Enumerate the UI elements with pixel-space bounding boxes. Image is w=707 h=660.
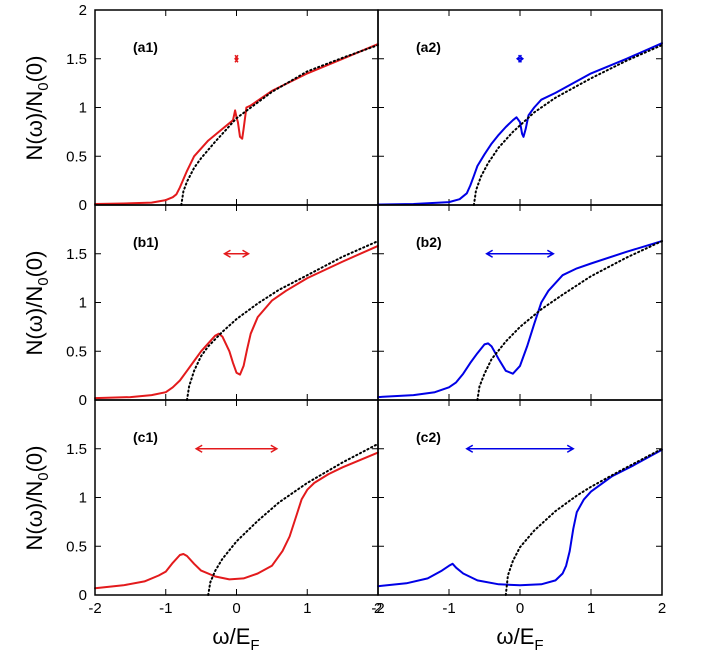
panel-label-c1: (c1) [133,429,158,445]
panel-frame-c2 [377,399,663,596]
panel-label-b2: (b2) [416,234,442,250]
gap-arrow-head-right-b1 [242,249,251,258]
gap-arrow-head-right-c2 [566,444,575,453]
y-tick-label-b1-0: 0 [79,392,87,409]
gap-arrow-head-right-c1 [270,444,279,453]
gap-arrow-head-left-c1 [194,444,203,453]
series-dotted-b1 [186,240,379,401]
series-solid-a1 [94,43,379,205]
gap-arrow-head-left-c2 [465,444,474,453]
x-axis-title-left: ω/EF [212,624,259,654]
series-solid-c1 [94,451,379,590]
series-dotted-a1 [180,44,379,206]
x-tick-label-c1-0: -2 [88,600,101,617]
y-tick-label-c1-3: 1.5 [66,441,87,458]
panel-c1: 0 0.5 1 1.5 -2 -1 0 1 2 (c1) [66,399,382,617]
panel-c2: -2 -1 0 1 2 (c2) [371,399,666,617]
gap-arrow-head-left-b1 [222,249,231,258]
panel-a2: (a2) [377,9,663,206]
y-tick-label-a1-1: 0.5 [66,148,87,165]
x-tick-label-c2-3: 1 [587,600,595,617]
y-tick-label-a1-4: 2 [79,2,87,19]
x-tick-label-c2-1: -1 [442,600,455,617]
y-tick-label-c1-2: 1 [79,490,87,507]
series-solid-c2 [377,448,663,588]
y-axis-title-row-b: N(ω)/N0(0) [22,251,52,356]
panel-label-c2: (c2) [416,429,441,445]
x-tick-label-c1-3: 1 [303,600,311,617]
gap-arrow-head-left-a1 [234,54,239,63]
panel-label-a1: (a1) [133,39,158,55]
gap-arrow-head-left-b2 [485,249,494,258]
y-axis-title-row-a: N(ω)/N0(0) [22,56,52,161]
series-solid-a2 [377,42,663,206]
x-tick-label-c2-4: 2 [658,600,666,617]
y-tick-label-c1-0: 0 [79,587,87,604]
panel-b1: 0 0.5 1 1.5 (b1) [66,204,379,409]
series-dotted-b2 [476,240,663,401]
panels-group: 0 0.5 1 1.5 2 (a1) (a2) 0 0.5 1 1.5 (b1) (b2) 0 0.5 1 1.… [66,2,666,617]
x-tick-label-c2-2: 0 [516,600,524,617]
x-tick-label-c1-2: 0 [232,600,240,617]
panel-label-a2: (a2) [416,39,441,55]
series-dotted-c2 [504,447,663,596]
x-tick-label-c1-4: 2 [374,600,382,617]
y-tick-label-a1-0: 0 [79,197,87,214]
y-tick-label-b1-2: 1 [79,295,87,312]
y-tick-label-a1-3: 1.5 [66,51,87,68]
panel-label-b1: (b1) [133,234,159,250]
y-tick-label-b1-1: 0.5 [66,343,87,360]
series-solid-b2 [377,240,663,399]
series-dotted-c1 [207,442,379,596]
y-tick-label-c1-1: 0.5 [66,538,87,555]
y-axis-title-row-c: N(ω)/N0(0) [22,446,52,551]
x-axis-title-right: ω/EF [496,624,543,654]
y-tick-label-b1-3: 1.5 [66,246,87,263]
x-tick-label-c1-1: -1 [159,600,172,617]
panel-a1: 0 0.5 1 1.5 2 (a1) [66,2,379,214]
gap-arrow-head-right-a2 [518,54,525,63]
panel-b2: (b2) [377,204,663,401]
series-solid-b1 [94,244,379,400]
gap-arrow-head-right-b2 [546,249,555,258]
gap-arrow-head-right-a1 [234,54,239,63]
x-tick-label-c2-0: -2 [371,600,384,617]
y-tick-label-a1-2: 1 [79,100,87,117]
series-dotted-a2 [472,44,663,206]
